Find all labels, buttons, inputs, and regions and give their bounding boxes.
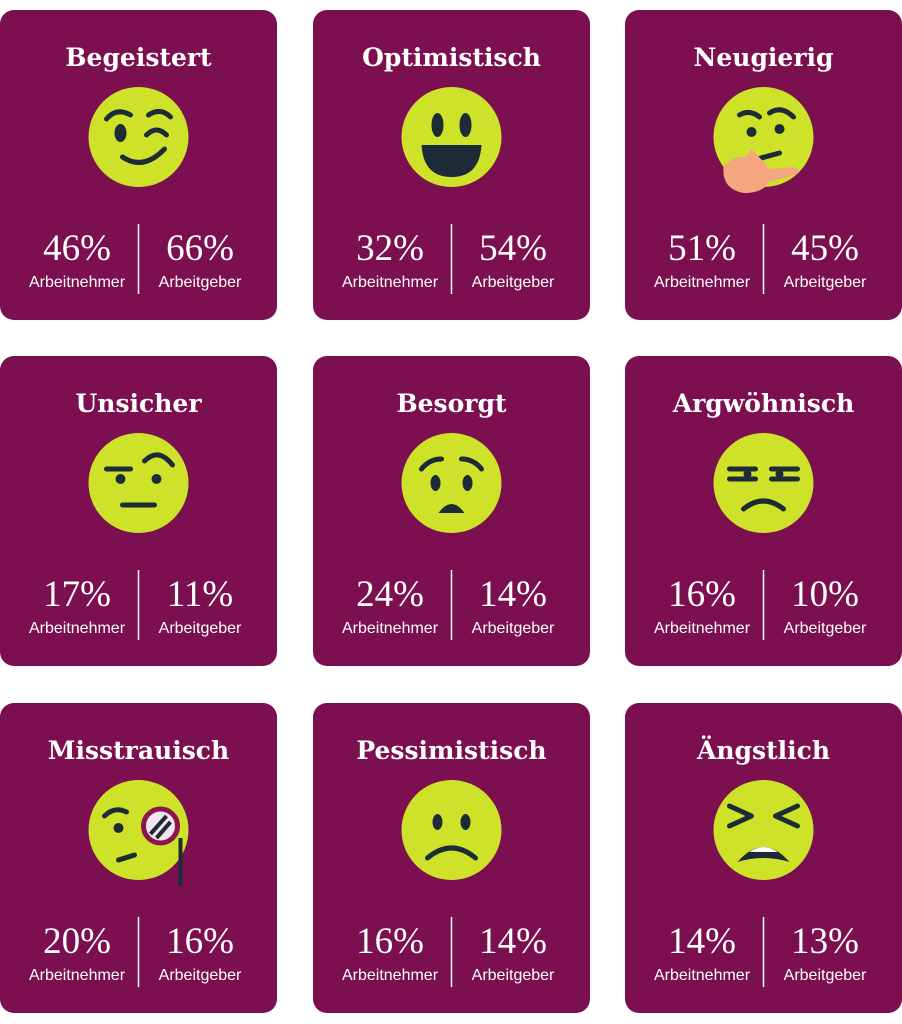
face-anxious	[713, 780, 814, 880]
card-title: Pessimistisch	[356, 736, 546, 765]
stat-label: Arbeitgeber	[784, 274, 867, 291]
card-title: Optimistisch	[362, 43, 541, 72]
stat-label: Arbeitnehmer	[29, 620, 126, 637]
stat-value: 14%	[479, 574, 547, 615]
face-unsure	[88, 433, 189, 533]
card: Begeistert 46% Arbeitnehmer 66% Arbeitgeber	[0, 10, 277, 320]
stat-label: Arbeitgeber	[472, 620, 555, 637]
card-title: Unsicher	[75, 389, 202, 418]
stat-value: 20%	[43, 921, 111, 962]
stat-label: Arbeitgeber	[159, 620, 242, 637]
stat-value: 14%	[668, 921, 736, 962]
stat-value: 14%	[479, 921, 547, 962]
stat-value: 51%	[668, 228, 736, 269]
card-title: Argwöhnisch	[672, 389, 855, 418]
stat-value: 54%	[479, 228, 547, 269]
face-grin	[401, 87, 502, 187]
stat-label: Arbeitnehmer	[342, 620, 439, 637]
face-sad	[401, 780, 502, 880]
stat-value: 45%	[791, 228, 859, 269]
card-title: Misstrauisch	[48, 736, 229, 765]
card: Pessimistisch 16% Arbeitnehmer 14% Arbeitge…	[313, 703, 590, 1013]
face-monocle	[88, 780, 189, 886]
card-title: Besorgt	[397, 389, 507, 418]
stat-label: Arbeitnehmer	[29, 274, 126, 291]
stat-value: 13%	[791, 921, 859, 962]
card: Unsicher 17% Arbeitnehmer 11% Arbeitgeber	[0, 356, 277, 666]
card-title: Neugierig	[694, 43, 834, 72]
face-wink	[88, 87, 189, 187]
card: Ängstlich 14% Arbeitnehmer 13% Arbeitgeber	[625, 703, 902, 1013]
card: Besorgt 24% Arbeitnehmer 14% Arbeitgeber	[313, 356, 590, 666]
card: Neugierig 51% Arbeitnehmer 45% Arbeitgeber	[625, 10, 902, 320]
stat-value: 11%	[167, 574, 233, 615]
card-title: Ängstlich	[696, 736, 830, 765]
stat-label: Arbeitnehmer	[654, 274, 751, 291]
stat-value: 16%	[668, 574, 736, 615]
stat-label: Arbeitnehmer	[654, 620, 751, 637]
stat-label: Arbeitgeber	[159, 274, 242, 291]
face-worried	[401, 433, 502, 533]
stat-label: Arbeitgeber	[784, 620, 867, 637]
stat-value: 46%	[43, 228, 111, 269]
stat-label: Arbeitnehmer	[342, 274, 439, 291]
stat-value: 32%	[356, 228, 424, 269]
stat-label: Arbeitnehmer	[342, 967, 439, 984]
face-thinking	[713, 87, 814, 193]
stat-label: Arbeitnehmer	[29, 967, 126, 984]
card-title: Begeistert	[65, 43, 212, 72]
stat-label: Arbeitnehmer	[654, 967, 751, 984]
stat-label: Arbeitgeber	[159, 967, 242, 984]
stat-value: 16%	[356, 921, 424, 962]
card: Argwöhnisch 16% Arbeitnehmer 10% Arbeitgebe…	[625, 356, 902, 666]
stat-label: Arbeitgeber	[472, 967, 555, 984]
stat-value: 24%	[356, 574, 424, 615]
stat-label: Arbeitgeber	[472, 274, 555, 291]
card: Misstrauisch 20% Arbeitnehmer 16% Arbeitgeb…	[0, 703, 277, 1013]
card: Optimistisch 32% Arbeitnehmer 54% Arbeitgeb…	[313, 10, 590, 320]
stat-value: 66%	[166, 228, 234, 269]
face-suspicious	[713, 433, 814, 533]
stat-value: 10%	[791, 574, 859, 615]
stat-value: 16%	[166, 921, 234, 962]
stat-value: 17%	[43, 574, 111, 615]
stat-label: Arbeitgeber	[784, 967, 867, 984]
